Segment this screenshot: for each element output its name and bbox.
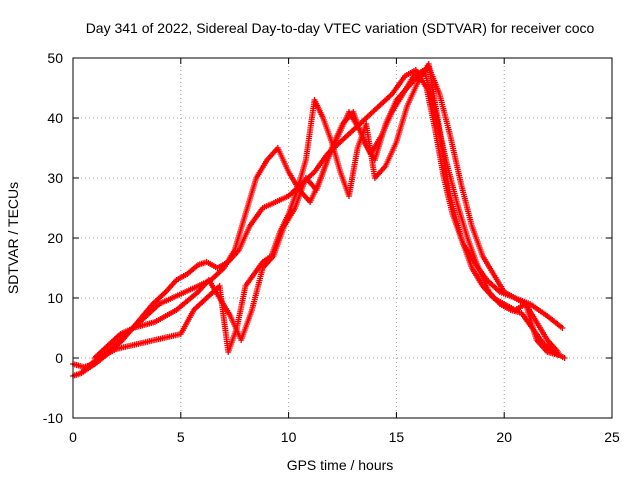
- x-tick-label: 10: [281, 429, 297, 445]
- series-track-c: [80, 61, 562, 373]
- data-points: [70, 61, 568, 379]
- data-point: [561, 355, 568, 361]
- plot-border: [72, 57, 613, 419]
- y-tick-label: 20: [47, 230, 63, 246]
- x-tick-label: 20: [496, 429, 512, 445]
- x-tick-label: 25: [604, 429, 620, 445]
- y-tick-label: 10: [47, 290, 63, 306]
- grid-lines: [73, 58, 612, 418]
- data-point: [559, 325, 566, 331]
- series-track-a: [70, 67, 566, 379]
- y-tick-label: 50: [47, 50, 63, 66]
- y-axis-label: SDTVAR / TECUs: [5, 182, 21, 294]
- chart-title: Day 341 of 2022, Sidereal Day-to-day VTE…: [86, 20, 595, 36]
- x-tick-label: 15: [389, 429, 405, 445]
- x-tick-label: 5: [177, 429, 185, 445]
- axes: 0 5 10 15 20 25 -10 0 10 20 30 40 50: [43, 50, 620, 445]
- series-track-d: [91, 67, 568, 361]
- x-axis-label: GPS time / hours: [287, 457, 394, 473]
- y-tick-label: 30: [47, 170, 63, 186]
- y-tick-label: -10: [43, 410, 63, 426]
- x-tick-label: 0: [69, 429, 77, 445]
- y-tick-label: 0: [55, 350, 63, 366]
- y-tick-label: 40: [47, 110, 63, 126]
